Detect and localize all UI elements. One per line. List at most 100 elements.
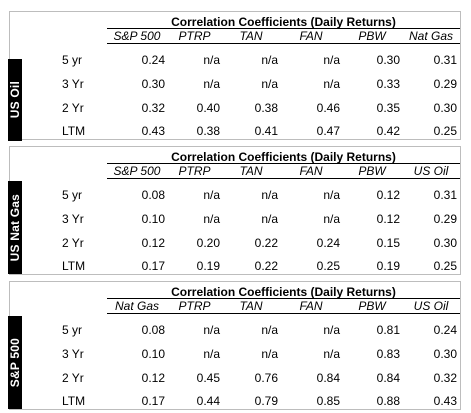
table-title: Correlation Coefficients (Daily Returns) — [171, 285, 396, 299]
column-header: PTRP — [178, 299, 211, 313]
table-cell: 0.40 — [196, 101, 220, 115]
row-label: 5 yr — [62, 188, 83, 202]
header-rule-top — [107, 28, 460, 29]
table-cell: n/a — [261, 212, 278, 226]
table-title: Correlation Coefficients (Daily Returns) — [171, 150, 396, 164]
table-cell: n/a — [323, 212, 340, 226]
table-row: 3 Yr 0.10 n/a n/a n/a 0.12 0.29 — [10, 207, 460, 231]
column-header: US Oil — [413, 164, 449, 178]
table-row: 2 Yr 0.32 0.40 0.38 0.46 0.35 0.30 — [10, 96, 460, 120]
table-cell: 0.29 — [433, 77, 457, 91]
column-header: PTRP — [178, 164, 211, 178]
table-cell: n/a — [323, 347, 340, 361]
table-cell: 0.12 — [376, 212, 400, 226]
table-cell: 0.83 — [376, 347, 400, 361]
table-row: 3 Yr 0.10 n/a n/a n/a 0.83 0.30 — [10, 342, 460, 366]
header-rule-bottom — [107, 43, 460, 44]
table-cell: 0.43 — [141, 124, 165, 138]
table-cell: 0.44 — [196, 394, 220, 408]
table-cell: 0.30 — [433, 347, 457, 361]
column-header: Nat Gas — [114, 299, 159, 313]
table-cell: n/a — [261, 347, 278, 361]
table-cell: n/a — [203, 347, 220, 361]
table-cell: n/a — [323, 77, 340, 91]
column-header: US Oil — [413, 299, 449, 313]
column-header: S&P 500 — [113, 29, 161, 43]
table-cell: 0.24 — [433, 323, 457, 337]
sidebar-label: US Oil — [8, 59, 22, 141]
header-rule-top — [107, 298, 460, 299]
column-header: TAN — [239, 299, 263, 313]
table-cell: n/a — [261, 323, 278, 337]
table-cell: 0.43 — [433, 394, 457, 408]
table-cell: 0.08 — [141, 323, 165, 337]
header-rule-bottom — [107, 178, 460, 179]
table-cell: 0.19 — [376, 259, 400, 273]
table-cell: 0.22 — [254, 236, 278, 250]
table-cell: 0.33 — [376, 77, 400, 91]
table-row: LTM 0.17 0.19 0.22 0.25 0.19 0.25 — [10, 254, 460, 278]
sidebar-label-text: S&P 500 — [8, 337, 22, 388]
table-cell: n/a — [261, 77, 278, 91]
table-cell: 0.25 — [316, 259, 340, 273]
table-row: LTM 0.17 0.44 0.79 0.85 0.88 0.43 — [10, 389, 460, 413]
row-label: 2 Yr — [62, 101, 84, 115]
table-cell: 0.17 — [141, 394, 165, 408]
table-us-nat-gas: Correlation Coefficients (Daily Returns)… — [9, 146, 461, 275]
table-cell: n/a — [203, 188, 220, 202]
table-cell: 0.12 — [141, 236, 165, 250]
table-cell: 0.22 — [254, 259, 278, 273]
table-cell: 0.25 — [433, 259, 457, 273]
column-header: FAN — [299, 299, 323, 313]
row-label: LTM — [62, 394, 86, 408]
table-cell: 0.88 — [376, 394, 400, 408]
table-cell: 0.24 — [141, 53, 165, 67]
row-label: 5 yr — [62, 323, 83, 337]
column-header: S&P 500 — [113, 164, 161, 178]
table-us-oil: Correlation Coefficients (Daily Returns)… — [9, 11, 461, 140]
sidebar-label: US Nat Gas — [8, 181, 22, 274]
table-cell: 0.15 — [376, 236, 400, 250]
column-header: FAN — [299, 164, 323, 178]
table-cell: 0.30 — [433, 236, 457, 250]
table-row: 5 yr 0.08 n/a n/a n/a 0.81 0.24 — [10, 318, 460, 342]
table-row: 3 Yr 0.30 n/a n/a n/a 0.33 0.29 — [10, 72, 460, 96]
table-cell: 0.31 — [433, 53, 457, 67]
table-cell: 0.79 — [254, 394, 278, 408]
column-header: Nat Gas — [408, 29, 453, 43]
row-label: LTM — [62, 124, 86, 138]
table-cell: 0.30 — [433, 101, 457, 115]
table-cell: 0.38 — [254, 101, 278, 115]
table-cell: n/a — [323, 188, 340, 202]
table-cell: 0.10 — [141, 212, 165, 226]
table-cell: 0.25 — [433, 124, 457, 138]
table-cell: n/a — [261, 53, 278, 67]
table-cell: 0.17 — [141, 259, 165, 273]
row-label: 2 Yr — [62, 371, 84, 385]
header-rule-top — [107, 163, 460, 164]
table-sp500: Correlation Coefficients (Daily Returns)… — [9, 281, 461, 410]
table-cell: 0.45 — [196, 371, 220, 385]
table-cell: 0.85 — [316, 394, 340, 408]
table-cell: n/a — [203, 212, 220, 226]
table-row: 2 Yr 0.12 0.20 0.22 0.24 0.15 0.30 — [10, 231, 460, 255]
table-cell: 0.24 — [316, 236, 340, 250]
table-cell: 0.46 — [316, 101, 340, 115]
table-cell: n/a — [323, 323, 340, 337]
table-row: 5 yr 0.08 n/a n/a n/a 0.12 0.31 — [10, 183, 460, 207]
table-cell: 0.84 — [376, 371, 400, 385]
table-cell: 0.12 — [141, 371, 165, 385]
table-cell: 0.19 — [196, 259, 220, 273]
table-cell: n/a — [203, 77, 220, 91]
table-cell: 0.42 — [376, 124, 400, 138]
table-cell: 0.08 — [141, 188, 165, 202]
column-header: TAN — [239, 164, 263, 178]
column-header: PTRP — [178, 29, 211, 43]
header-rule-bottom — [107, 313, 460, 314]
sidebar-label: S&P 500 — [8, 316, 22, 409]
table-cell: 0.32 — [141, 101, 165, 115]
table-cell: 0.10 — [141, 347, 165, 361]
table-row: 2 Yr 0.12 0.45 0.76 0.84 0.84 0.32 — [10, 366, 460, 390]
row-label: 5 yr — [62, 53, 83, 67]
table-cell: 0.12 — [376, 188, 400, 202]
